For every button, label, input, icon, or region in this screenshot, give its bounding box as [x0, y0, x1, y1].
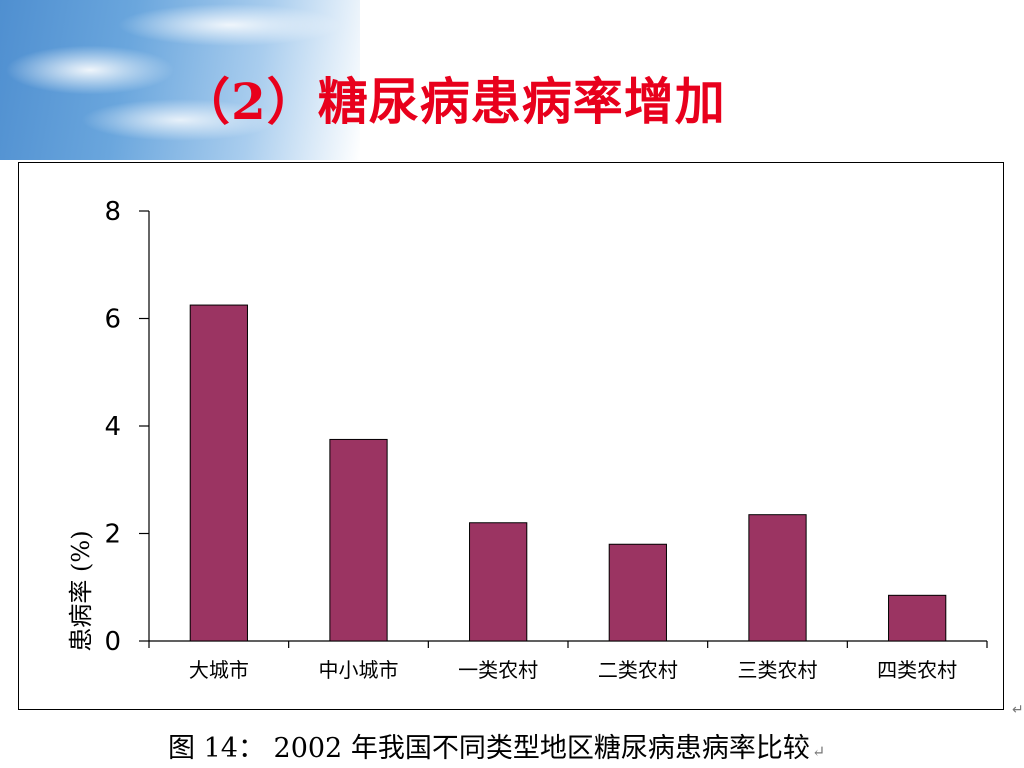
figure-caption-text: 图 14： 2002 年我国不同类型地区糖尿病患病率比较: [168, 733, 810, 764]
x-tick-label: 一类农村: [458, 658, 538, 682]
slide-title: （2）糖尿病患病率增加: [180, 72, 726, 131]
y-tick-label: 0: [104, 627, 121, 657]
bar-series: [189, 304, 947, 642]
paragraph-return-icon: ↵: [811, 742, 826, 761]
bar-chart: 0 2 4 6 8 大城市 中小城市 一类农村 二类农村 三类农村 四类农村 患病率 (%): [67, 197, 988, 682]
y-tick-label: 2: [104, 520, 121, 550]
sky-cloud-decoration: [0, 0, 360, 160]
bar-4: [748, 514, 807, 642]
x-tick-label: 二类农村: [598, 658, 678, 682]
x-tick-label: 四类农村: [877, 658, 957, 682]
bar-0: [189, 304, 248, 642]
x-tick-labels: 大城市 中小城市 一类农村 二类农村 三类农村 四类农村: [189, 658, 957, 682]
y-axis-label: 患病率 (%): [67, 530, 95, 651]
bar-1: [329, 438, 388, 642]
y-axis: 0 2 4 6 8: [104, 197, 150, 657]
bar-3: [608, 543, 667, 642]
x-tick-label: 大城市: [189, 658, 249, 682]
x-tick-label: 三类农村: [738, 658, 818, 682]
x-axis: [148, 640, 988, 648]
y-tick-label: 8: [104, 197, 121, 227]
side-return-icon: ↵: [1012, 702, 1024, 718]
y-tick-label: 4: [104, 412, 121, 442]
chart-frame: 0 2 4 6 8 大城市 中小城市 一类农村 二类农村 三类农村 四类农村 患病率 (%): [18, 162, 1004, 710]
y-tick-label: 6: [104, 305, 121, 335]
figure-caption: 图 14： 2002 年我国不同类型地区糖尿病患病率比较 ↵: [168, 726, 825, 765]
x-tick-label: 中小城市: [319, 658, 399, 682]
bar-2: [469, 522, 528, 642]
bar-5: [888, 594, 947, 642]
